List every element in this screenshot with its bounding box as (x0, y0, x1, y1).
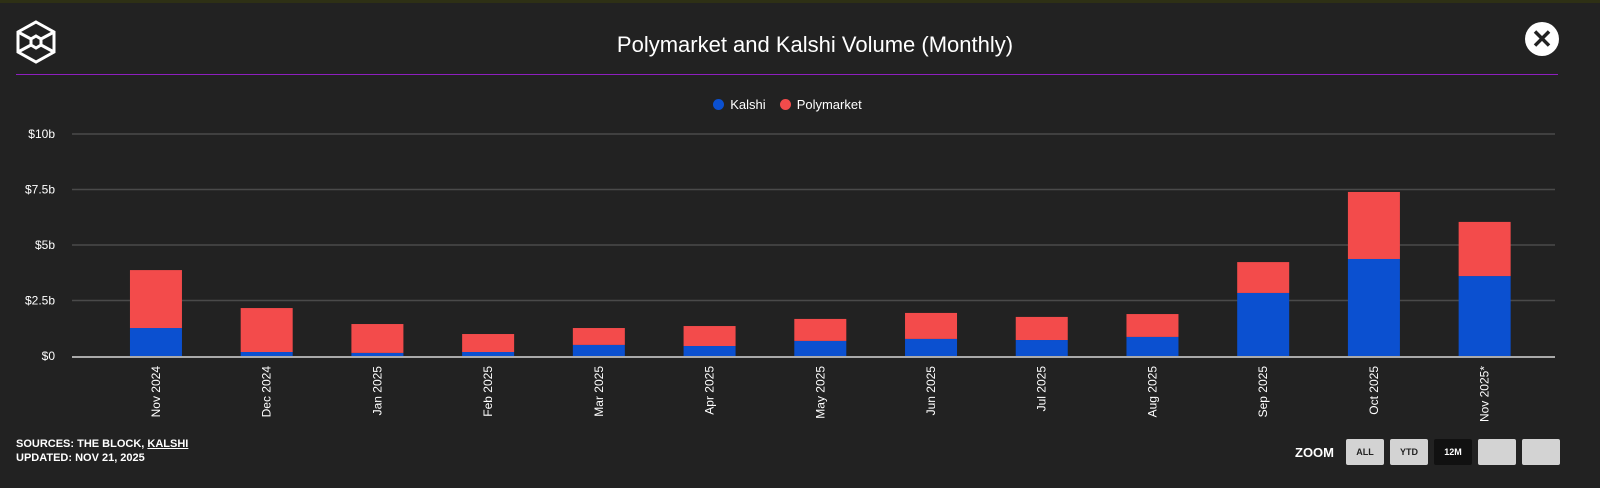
bar-polymarket (462, 334, 515, 353)
bar-polymarket (240, 308, 293, 353)
x-tick-label: Jun 2025 (924, 366, 938, 416)
bar-kalshi (1126, 336, 1179, 356)
zoom-controls: ZOOM ALL YTD 12M (1295, 439, 1560, 465)
top-strip (0, 0, 1600, 3)
bar-kalshi (351, 352, 404, 356)
bar-polymarket (1347, 191, 1400, 259)
bar-kalshi (1237, 292, 1290, 356)
bar-polymarket (1237, 262, 1290, 293)
bar-kalshi (240, 352, 293, 356)
bar-polymarket (1458, 221, 1511, 277)
bar-kalshi (1347, 258, 1400, 356)
chart-title: Polymarket and Kalshi Volume (Monthly) (616, 32, 1014, 57)
the-block-logo-icon (16, 20, 56, 64)
zoom-button-5[interactable] (1522, 439, 1560, 465)
zoom-button-4[interactable] (1478, 439, 1516, 465)
bar-kalshi (572, 344, 625, 356)
legend-item-kalshi[interactable]: Kalshi (713, 97, 766, 112)
header-divider (16, 74, 1558, 75)
zoom-label: ZOOM (1295, 444, 1334, 460)
legend: Kalshi Polymarket (0, 97, 1575, 112)
bar-polymarket (129, 270, 182, 329)
bar-polymarket (351, 324, 404, 353)
x-tick-label: Jul 2025 (1035, 366, 1049, 412)
zoom-all-button[interactable]: ALL (1346, 439, 1384, 465)
y-tick-label: $10b (28, 127, 55, 141)
sources-text: SOURCES: THE BLOCK, (16, 438, 148, 450)
x-tick-label: Feb 2025 (481, 366, 495, 417)
bar-kalshi (905, 338, 958, 356)
x-tick-label: Nov 2025* (1478, 366, 1492, 422)
bar-kalshi (129, 328, 182, 356)
bar-polymarket (905, 312, 958, 339)
bar-kalshi (1015, 340, 1068, 356)
zoom-12m-button[interactable]: 12M (1434, 439, 1472, 465)
y-tick-label: $5b (35, 238, 55, 252)
x-tick-label: Sep 2025 (1256, 366, 1270, 418)
x-tick-label: Nov 2024 (149, 366, 163, 418)
x-tick-label: Jan 2025 (370, 366, 384, 416)
zoom-ytd-button[interactable]: YTD (1390, 439, 1428, 465)
bar-kalshi (794, 340, 847, 356)
x-tick-label: Aug 2025 (1145, 366, 1159, 418)
legend-item-polymarket[interactable]: Polymarket (779, 97, 862, 112)
bar-polymarket (1015, 316, 1068, 341)
kalshi-link[interactable]: KALSHI (147, 438, 189, 450)
legend-swatch-polymarket (779, 99, 791, 110)
bar-polymarket (1126, 314, 1179, 337)
updated-text: UPDATED: NOV 21, 2025 (16, 452, 145, 464)
bar-polymarket (683, 326, 736, 347)
legend-label: Polymarket (796, 97, 862, 112)
bar-kalshi (1458, 276, 1511, 356)
y-tick-label: $7.5b (25, 183, 55, 197)
x-tick-label: May 2025 (813, 366, 827, 419)
legend-label: Kalshi (730, 97, 766, 112)
footer-sources: SOURCES: THE BLOCK, KALSHI UPDATED: NOV … (16, 437, 188, 465)
x-tick-label: Dec 2024 (260, 366, 274, 418)
bar-polymarket (794, 318, 847, 341)
x-tick-label: Oct 2025 (1367, 366, 1381, 415)
close-icon: ✕ (1531, 24, 1553, 54)
legend-swatch-kalshi (713, 99, 725, 110)
close-button[interactable]: ✕ (1525, 22, 1559, 56)
bar-polymarket (572, 328, 625, 345)
bar-kalshi (462, 352, 515, 356)
x-tick-label: Apr 2025 (703, 366, 717, 415)
y-tick-label: $0 (42, 349, 56, 363)
y-tick-label: $2.5b (25, 294, 55, 308)
x-tick-label: Mar 2025 (592, 366, 606, 417)
bar-kalshi (683, 346, 736, 356)
